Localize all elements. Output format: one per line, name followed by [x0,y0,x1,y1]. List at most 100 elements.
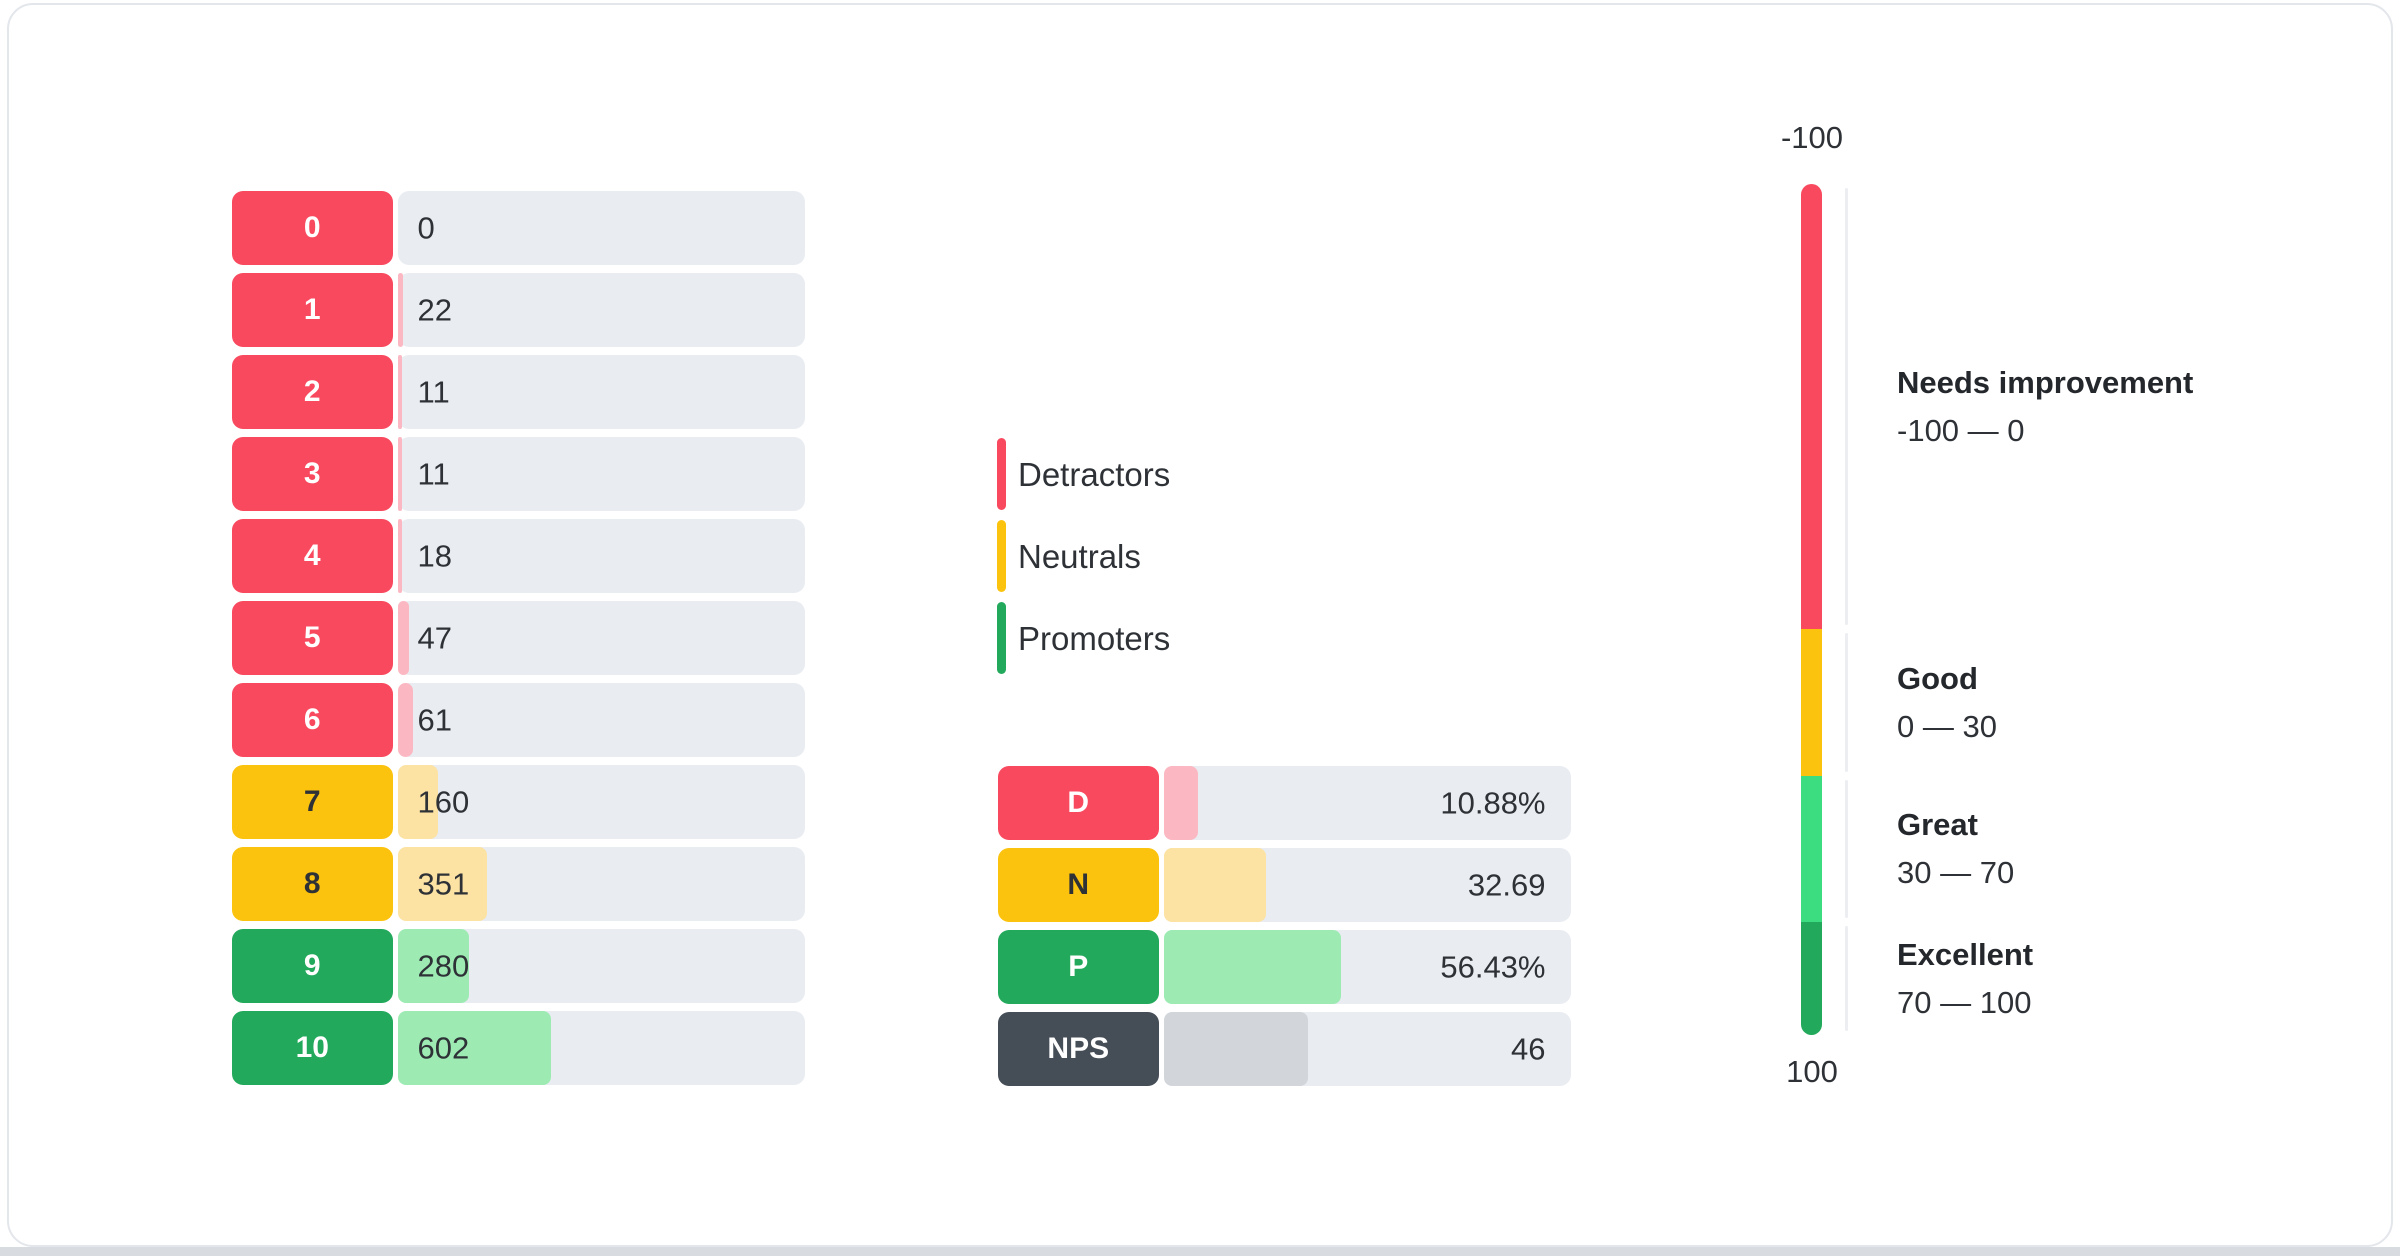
category-badge-9: 9 [232,929,393,1003]
score-distribution-row-3: 3 11 [232,437,805,511]
value-bar-P [1163,930,1341,1004]
category-badge-D: D [998,766,1159,840]
value-bar-1 [397,273,404,347]
bar-track-8: 351 [397,847,805,921]
gauge-line-segment-excellent [1845,926,1848,1031]
score-distribution-row-4: 4 18 [232,519,805,593]
gauge-max-label: 100 [1786,1054,1838,1089]
gauge-label-great: Great 30 — 70 [1897,807,2014,891]
value-label-9: 280 [417,948,470,984]
value-bar-7 [397,765,439,839]
legend-item-promoter: Promoters [997,602,1170,674]
bar-track-0: 0 [397,191,805,265]
value-label-7: 160 [417,784,470,820]
value-label-D: 10.88% [1440,785,1546,821]
value-label-NPS: 46 [1511,1031,1546,1067]
value-bar-D [1163,766,1198,840]
value-label-0: 0 [417,210,435,246]
value-label-N: 32.69 [1467,867,1546,903]
score-distribution-row-2: 2 11 [232,355,805,429]
value-bar-NPS [1163,1012,1308,1086]
category-badge-N: N [998,848,1159,922]
legend-label-neutral: Neutrals [1018,537,1141,575]
legend-swatch-detractor [997,438,1006,510]
nps-summary-row-D: D 10.88% [998,766,1571,840]
value-label-1: 22 [417,292,452,328]
value-bar-2 [397,355,402,429]
value-label-P: 56.43% [1440,949,1546,985]
score-distribution-row-8: 8 351 [232,847,805,921]
score-distribution-row-7: 7 160 [232,765,805,839]
score-distribution-row-9: 9 280 [232,929,805,1003]
value-label-6: 61 [417,702,452,738]
category-badge-7: 7 [232,765,393,839]
gauge-zone-good [1801,629,1822,776]
value-label-5: 47 [417,620,452,656]
score-distribution-chart: 0 0 1 22 2 11 3 11 4 18 5 47 6 61 7 160 8 351 9 280 10 602 [232,191,805,1085]
category-badge-8: 8 [232,847,393,921]
gauge-range-excellent: 70 — 100 [1897,984,2032,1020]
gauge-zone-needs-improvement [1801,184,1822,629]
score-distribution-row-5: 5 47 [232,601,805,675]
category-badge-0: 0 [232,191,393,265]
nps-summary-row-NPS: NPS 46 [998,1012,1571,1086]
value-bar-9 [397,929,469,1003]
category-badge-2: 2 [232,355,393,429]
gauge-line-segment-needs-improvement [1845,188,1848,625]
gauge-zone-excellent [1801,922,1822,1035]
gauge-range-great: 30 — 70 [1897,855,2015,890]
value-label-8: 351 [417,866,470,902]
nps-summary-chart: D 10.88% N 32.69 P 56.43% NPS 46 [998,766,1571,1086]
nps-legend: Detractors Neutrals Promoters [997,438,1170,674]
value-label-3: 11 [417,456,450,492]
category-badge-6: 6 [232,683,393,757]
gauge-title-good: Good [1897,660,1978,696]
value-label-4: 18 [417,538,452,574]
legend-swatch-promoter [997,602,1006,674]
score-distribution-row-1: 1 22 [232,273,805,347]
gauge-label-needs-improvement: Needs improvement -100 — 0 [1897,365,2193,449]
bar-track-1: 22 [397,273,805,347]
legend-item-neutral: Neutrals [997,520,1170,592]
gauge-label-good: Good 0 — 30 [1897,661,1997,745]
bar-track-10: 602 [397,1011,805,1085]
bar-track-N: 32.69 [1163,848,1571,922]
window-bottom-strip [0,1247,2400,1256]
category-badge-P: P [998,930,1159,1004]
bar-track-D: 10.88% [1163,766,1571,840]
bar-track-5: 47 [397,601,805,675]
gauge-line-segment-good [1845,633,1848,772]
value-label-2: 11 [417,374,450,410]
bar-track-6: 61 [397,683,805,757]
gauge-range-needs-improvement: -100 — 0 [1897,412,2025,448]
gauge-title-great: Great [1897,807,1978,842]
gauge-line-segment-great [1845,780,1848,918]
gauge-range-good: 0 — 30 [1897,708,1997,744]
legend-label-promoter: Promoters [1018,619,1171,657]
gauge-title-excellent: Excellent [1897,936,2034,972]
value-bar-8 [397,847,487,921]
bar-track-4: 18 [397,519,805,593]
gauge-zone-great [1801,776,1822,922]
bar-track-9: 280 [397,929,805,1003]
category-badge-5: 5 [232,601,393,675]
gauge-min-label: -100 [1780,120,1844,155]
legend-item-detractor: Detractors [997,438,1170,510]
category-badge-4: 4 [232,519,393,593]
value-bar-3 [397,437,402,511]
gauge-axis-line [1845,184,1848,1035]
legend-label-detractor: Detractors [1018,455,1171,493]
bar-track-7: 160 [397,765,805,839]
value-bar-6 [397,683,414,757]
score-distribution-row-10: 10 602 [232,1011,805,1085]
bar-track-NPS: 46 [1163,1012,1571,1086]
legend-swatch-neutral [997,520,1006,592]
value-label-10: 602 [417,1030,470,1066]
bar-track-2: 11 [397,355,805,429]
score-distribution-row-6: 6 61 [232,683,805,757]
nps-summary-row-P: P 56.43% [998,930,1571,1004]
value-bar-10 [397,1011,551,1085]
value-bar-5 [397,601,410,675]
